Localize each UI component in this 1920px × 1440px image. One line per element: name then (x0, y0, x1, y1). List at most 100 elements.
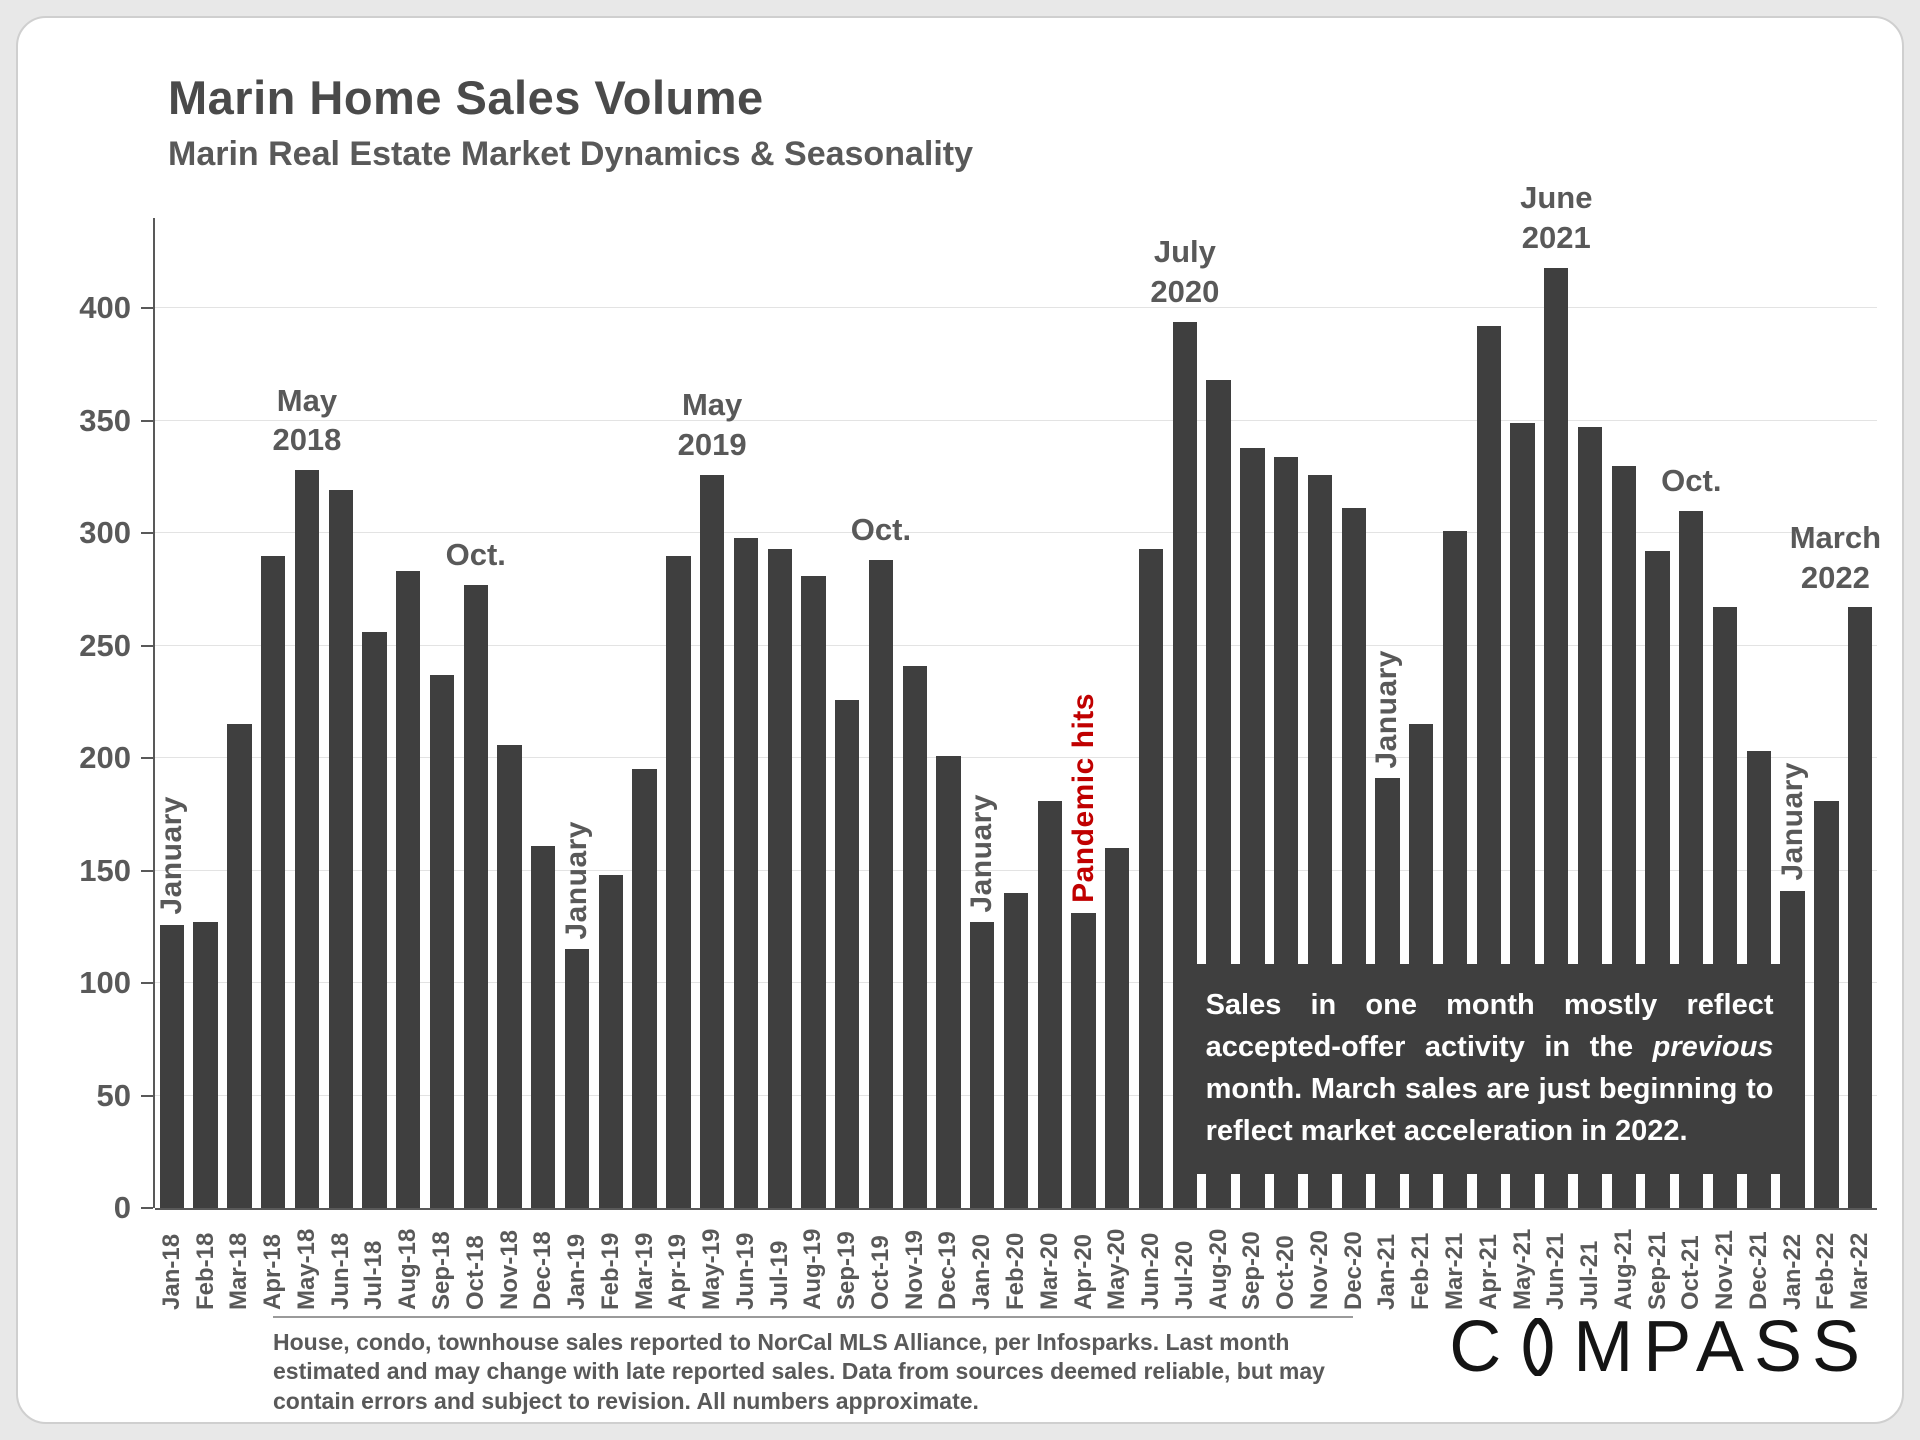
gridline (155, 419, 1877, 421)
bar-column (1100, 218, 1134, 1208)
x-tick-label: Jun-18 (326, 1232, 354, 1310)
bar-column: January (560, 218, 594, 1208)
x-tick-label: May-18 (292, 1228, 320, 1310)
x-tick-label: Aug-21 (1609, 1228, 1637, 1310)
x-tick-label: May-21 (1508, 1228, 1536, 1310)
x-tick-label: Mar-20 (1035, 1232, 1063, 1310)
compass-o-icon (1523, 1318, 1553, 1376)
x-tick-label: Dec-19 (934, 1231, 962, 1310)
bar-column (763, 218, 797, 1208)
x-tick: Mar-21 (1438, 1210, 1472, 1310)
bar-Mar-22 (1848, 607, 1873, 1208)
bar-Jan-19 (564, 949, 590, 1208)
chart-header: Marin Home Sales Volume Marin Real Estat… (168, 70, 973, 174)
x-tick-label: Sep-18 (428, 1231, 455, 1310)
x-tick-label: Nov-19 (900, 1229, 928, 1310)
annotation: January (154, 795, 188, 915)
bar-column (932, 218, 966, 1208)
x-tick-label: Nov-20 (1305, 1229, 1333, 1310)
bar-Jan-20 (970, 922, 995, 1208)
x-tick: Apr-19 (661, 1210, 695, 1310)
x-tick-label: Sep-20 (1238, 1231, 1266, 1310)
gridline (155, 757, 1877, 758)
compass-logo: C MPASS (1449, 1306, 1870, 1388)
bar-Feb-20 (1003, 893, 1029, 1208)
bar-column (391, 218, 425, 1208)
x-tick-label: Oct-18 (461, 1235, 489, 1310)
x-tick-label: May-20 (1103, 1228, 1131, 1310)
x-tick: Jul-20 (1168, 1210, 1202, 1310)
x-tick-label: Feb-20 (1002, 1232, 1030, 1310)
bar-Oct-18 (463, 584, 488, 1208)
y-tick-label: 400 (79, 290, 131, 325)
x-tick-label: Aug-18 (394, 1228, 422, 1310)
annotation: January (965, 793, 999, 913)
bar-Mar-19 (632, 769, 657, 1208)
bar-column (830, 218, 864, 1208)
annotation: Pandemic hits (1066, 693, 1100, 904)
bar-column (189, 218, 223, 1208)
y-tick-label: 300 (79, 515, 131, 550)
y-tick-label: 350 (79, 402, 131, 438)
x-tick: Apr-20 (1067, 1210, 1101, 1310)
x-tick: Aug-18 (391, 1210, 425, 1310)
bar-Apr-19 (666, 555, 691, 1208)
y-axis: 0 50 100 150 200 250 300 350 400 (48, 218, 155, 1225)
bar-May-19 (699, 474, 725, 1208)
bar-column (898, 218, 932, 1208)
y-tick-mark (141, 982, 153, 984)
x-tick-label: Jul-20 (1170, 1240, 1198, 1310)
x-tick-label: Jun-20 (1137, 1232, 1165, 1310)
x-tick-label: Mar-22 (1846, 1232, 1874, 1310)
bar-Mar-20 (1037, 800, 1062, 1208)
bar-column: Oct. (851, 218, 911, 1208)
bar-column: Pandemic hits (1067, 218, 1101, 1208)
x-tick-label: Apr-19 (664, 1233, 692, 1310)
x-tick: Oct-19 (864, 1210, 898, 1310)
x-tick: Jun-19 (729, 1210, 763, 1310)
x-tick-label: Jul-19 (765, 1240, 793, 1310)
x-tick: Oct-21 (1674, 1210, 1708, 1310)
x-tick: Sep-21 (1641, 1210, 1675, 1310)
bar-Mar-18 (227, 724, 252, 1208)
sales-volume-chart: 0 50 100 150 200 250 300 350 400 January May 2018 O… (48, 180, 1881, 1310)
bar-column (594, 218, 628, 1208)
bar-column: March 2022 (1790, 218, 1881, 1208)
bar-column (1033, 218, 1067, 1208)
x-tick: Feb-20 (999, 1210, 1033, 1310)
y-tick-label: 0 (113, 1190, 131, 1225)
x-tick: May-21 (1506, 1210, 1540, 1310)
bar-Jul-18 (362, 632, 387, 1208)
gridline (155, 644, 1877, 646)
bar-Aug-19 (801, 575, 826, 1208)
y-tick-mark (141, 307, 153, 309)
x-tick: Dec-19 (932, 1210, 966, 1310)
bar-column (425, 218, 459, 1208)
x-tick: Mar-18 (223, 1210, 257, 1310)
annotation: January (1370, 649, 1404, 769)
bar-Jul-19 (767, 548, 792, 1208)
bar-column (999, 218, 1033, 1208)
y-tick-mark (141, 869, 153, 872)
x-tick-label: Aug-20 (1204, 1228, 1232, 1310)
bar-column (1134, 218, 1168, 1208)
x-tick: Sep-18 (425, 1210, 459, 1310)
x-tick-label: Dec-21 (1744, 1231, 1772, 1310)
footer-disclaimer: House, condo, townhouse sales reported t… (273, 1315, 1353, 1416)
x-tick-label: Nov-21 (1711, 1229, 1739, 1310)
x-tick: May-19 (695, 1210, 729, 1310)
bar-column (628, 218, 662, 1208)
bar-Feb-22 (1814, 800, 1839, 1208)
bar-Feb-18 (193, 922, 218, 1208)
x-tick: May-20 (1100, 1210, 1134, 1310)
x-tick: Feb-21 (1404, 1210, 1438, 1310)
bar-column: Oct. (446, 218, 506, 1208)
bar-May-18 (294, 470, 320, 1208)
compass-logo-rest: MPASS (1573, 1307, 1870, 1387)
bar-Jun-18 (328, 490, 353, 1208)
bar-Oct-19 (868, 560, 894, 1208)
x-tick: Jan-20 (965, 1210, 999, 1310)
x-tick: Aug-21 (1607, 1210, 1641, 1310)
x-tick: Oct-18 (459, 1210, 493, 1310)
x-tick: Jan-19 (560, 1210, 594, 1310)
